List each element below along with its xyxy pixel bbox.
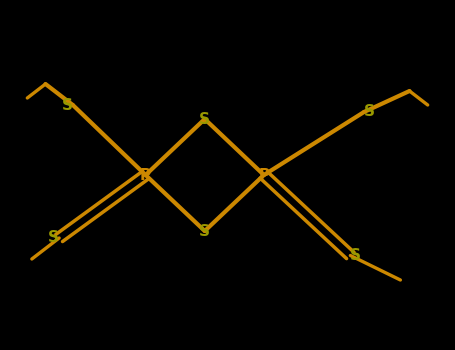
Text: S: S — [48, 231, 59, 245]
Text: S: S — [199, 224, 210, 238]
Text: S: S — [364, 105, 375, 119]
Text: P: P — [258, 168, 269, 182]
Text: S: S — [199, 112, 210, 126]
Text: S: S — [350, 248, 361, 263]
Text: P: P — [140, 168, 151, 182]
Text: S: S — [62, 98, 73, 112]
